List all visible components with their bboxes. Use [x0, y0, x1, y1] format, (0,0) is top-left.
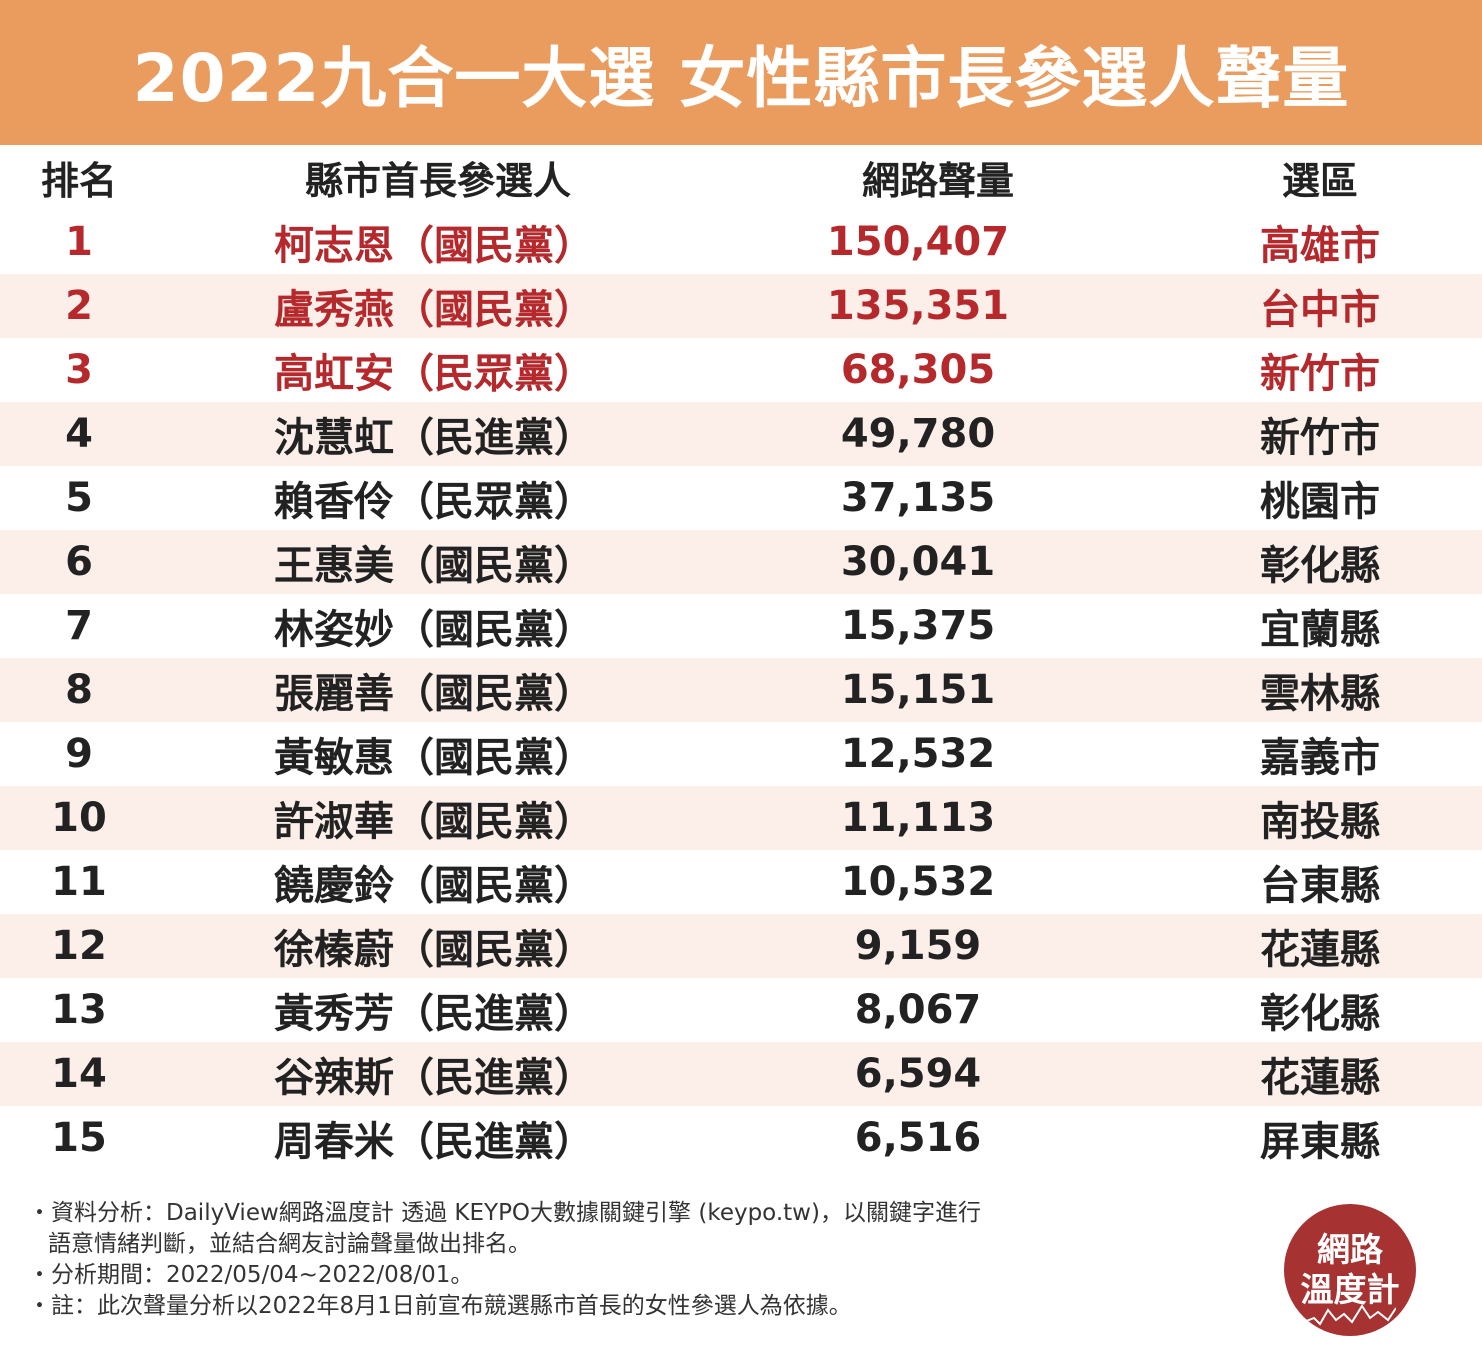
- district-cell: 彰化縣: [1260, 991, 1380, 1037]
- volume-cell: 37,135: [840, 475, 996, 521]
- logo-line2: 溫度計: [1300, 1270, 1400, 1309]
- district-cell: 新竹市: [1260, 351, 1380, 397]
- header-rank: 排名: [40, 159, 117, 203]
- rank-cell: 15: [51, 1115, 107, 1161]
- district-cell: 新竹市: [1260, 415, 1380, 461]
- note-data-analysis: ・資料分析：DailyView網路溫度計 透過 KEYPO大數據關鍵引擎 (ke…: [28, 1200, 981, 1226]
- district-cell: 台東縣: [1260, 863, 1380, 909]
- rank-cell: 12: [51, 923, 107, 969]
- table-row: 7 林姿妙（國民黨） 15,375 宜蘭縣: [0, 594, 1482, 658]
- table-row: 12 徐榛蔚（國民黨） 9,159 花蓮縣: [0, 914, 1482, 978]
- volume-cell: 6,516: [854, 1115, 982, 1161]
- volume-cell: 135,351: [826, 283, 1010, 329]
- district-cell: 彰化縣: [1260, 543, 1380, 589]
- volume-cell: 150,407: [826, 219, 1010, 265]
- header-district: 選區: [1281, 159, 1358, 203]
- volume-cell: 9,159: [854, 923, 982, 969]
- volume-cell: 11,113: [840, 795, 996, 841]
- volume-cell: 12,532: [840, 731, 996, 777]
- volume-cell: 10,532: [840, 859, 996, 905]
- footnotes: ・資料分析：DailyView網路溫度計 透過 KEYPO大數據關鍵引擎 (ke…: [28, 1198, 1148, 1322]
- table-row: 8 張麗善（國民黨） 15,151 雲林縣: [0, 658, 1482, 722]
- rank-cell: 3: [65, 347, 93, 393]
- table-row: 6 王惠美（國民黨） 30,041 彰化縣: [0, 530, 1482, 594]
- table-row: 11 饒慶鈴（國民黨） 10,532 台東縣: [0, 850, 1482, 914]
- rank-cell: 9: [65, 731, 93, 777]
- table-header: 排名 縣市首長參選人 網路聲量 選區: [0, 145, 1482, 210]
- table-row: 3 高虹安（民眾黨） 68,305 新竹市: [0, 338, 1482, 402]
- candidate-cell: 賴香伶（民眾黨）: [274, 479, 594, 525]
- pulse-wave-icon: [1304, 1304, 1396, 1326]
- candidate-cell: 盧秀燕（國民黨）: [274, 287, 594, 333]
- candidate-cell: 王惠美（國民黨）: [274, 543, 594, 589]
- candidate-cell: 饒慶鈴（國民黨）: [274, 863, 594, 909]
- district-cell: 高雄市: [1260, 223, 1380, 269]
- note-data-analysis-cont: 語意情緒判斷，並結合網友討論聲量做出排名。: [48, 1231, 531, 1257]
- table-row: 2 盧秀燕（國民黨） 135,351 台中市: [0, 274, 1482, 338]
- table-row: 9 黃敏惠（國民黨） 12,532 嘉義市: [0, 722, 1482, 786]
- volume-cell: 49,780: [840, 411, 996, 457]
- table-row: 5 賴香伶（民眾黨） 37,135 桃園市: [0, 466, 1482, 530]
- district-cell: 宜蘭縣: [1260, 607, 1380, 653]
- table-row: 15 周春米（民進黨） 6,516 屏東縣: [0, 1106, 1482, 1170]
- candidate-cell: 徐榛蔚（國民黨）: [274, 927, 594, 973]
- note-remark: ・註：此次聲量分析以2022年8月1日前宣布競選縣市首長的女性參選人為依據。: [28, 1293, 852, 1319]
- district-cell: 桃園市: [1260, 479, 1380, 525]
- candidate-cell: 張麗善（國民黨）: [274, 671, 594, 717]
- table-row: 1 柯志恩（國民黨） 150,407 高雄市: [0, 210, 1482, 274]
- table-row: 13 黃秀芳（民進黨） 8,067 彰化縣: [0, 978, 1482, 1042]
- candidate-cell: 黃秀芳（民進黨）: [274, 991, 594, 1037]
- table-body: 1 柯志恩（國民黨） 150,407 高雄市 2 盧秀燕（國民黨） 135,35…: [0, 210, 1482, 1170]
- title-bar: 2022九合一大選 女性縣市長參選人聲量: [0, 0, 1482, 145]
- rank-cell: 10: [51, 795, 107, 841]
- volume-cell: 30,041: [840, 539, 996, 585]
- district-cell: 屏東縣: [1260, 1119, 1380, 1165]
- table-row: 10 許淑華（國民黨） 11,113 南投縣: [0, 786, 1482, 850]
- candidate-cell: 高虹安（民眾黨）: [274, 351, 594, 397]
- candidate-cell: 黃敏惠（國民黨）: [274, 735, 594, 781]
- district-cell: 花蓮縣: [1260, 1055, 1380, 1101]
- district-cell: 花蓮縣: [1260, 927, 1380, 973]
- candidate-cell: 沈慧虹（民進黨）: [274, 415, 594, 461]
- logo-line1: 網路: [1317, 1230, 1383, 1269]
- rank-cell: 7: [65, 603, 93, 649]
- volume-cell: 15,375: [840, 603, 996, 649]
- dailyview-logo: 網路 溫度計: [1284, 1204, 1416, 1336]
- rank-cell: 4: [65, 411, 93, 457]
- rank-cell: 11: [51, 859, 107, 905]
- district-cell: 雲林縣: [1260, 671, 1380, 717]
- page-title: 2022九合一大選 女性縣市長參選人聲量: [132, 39, 1350, 117]
- district-cell: 嘉義市: [1260, 735, 1380, 781]
- rank-cell: 14: [51, 1051, 107, 1097]
- rank-cell: 6: [65, 539, 93, 585]
- rank-cell: 1: [65, 219, 93, 265]
- rank-cell: 2: [65, 283, 93, 329]
- ranking-table: 排名 縣市首長參選人 網路聲量 選區 1 柯志恩（國民黨） 150,407 高雄…: [0, 145, 1482, 1170]
- rank-cell: 8: [65, 667, 93, 713]
- table-row: 14 谷辣斯（民進黨） 6,594 花蓮縣: [0, 1042, 1482, 1106]
- rank-cell: 13: [51, 987, 107, 1033]
- district-cell: 台中市: [1260, 287, 1380, 333]
- candidate-cell: 林姿妙（國民黨）: [274, 607, 594, 653]
- volume-cell: 8,067: [854, 987, 982, 1033]
- volume-cell: 6,594: [854, 1051, 982, 1097]
- volume-cell: 15,151: [840, 667, 996, 713]
- candidate-cell: 柯志恩（國民黨）: [274, 223, 594, 269]
- volume-cell: 68,305: [840, 347, 996, 393]
- candidate-cell: 谷辣斯（民進黨）: [274, 1055, 594, 1101]
- header-volume: 網路聲量: [861, 159, 1014, 203]
- candidate-cell: 許淑華（國民黨）: [274, 799, 594, 845]
- rank-cell: 5: [65, 475, 93, 521]
- table-row: 4 沈慧虹（民進黨） 49,780 新竹市: [0, 402, 1482, 466]
- candidate-cell: 周春米（民進黨）: [274, 1119, 594, 1165]
- district-cell: 南投縣: [1260, 799, 1380, 845]
- note-analysis-period: ・分析期間：2022/05/04~2022/08/01。: [28, 1262, 474, 1288]
- header-candidate: 縣市首長參選人: [304, 159, 571, 203]
